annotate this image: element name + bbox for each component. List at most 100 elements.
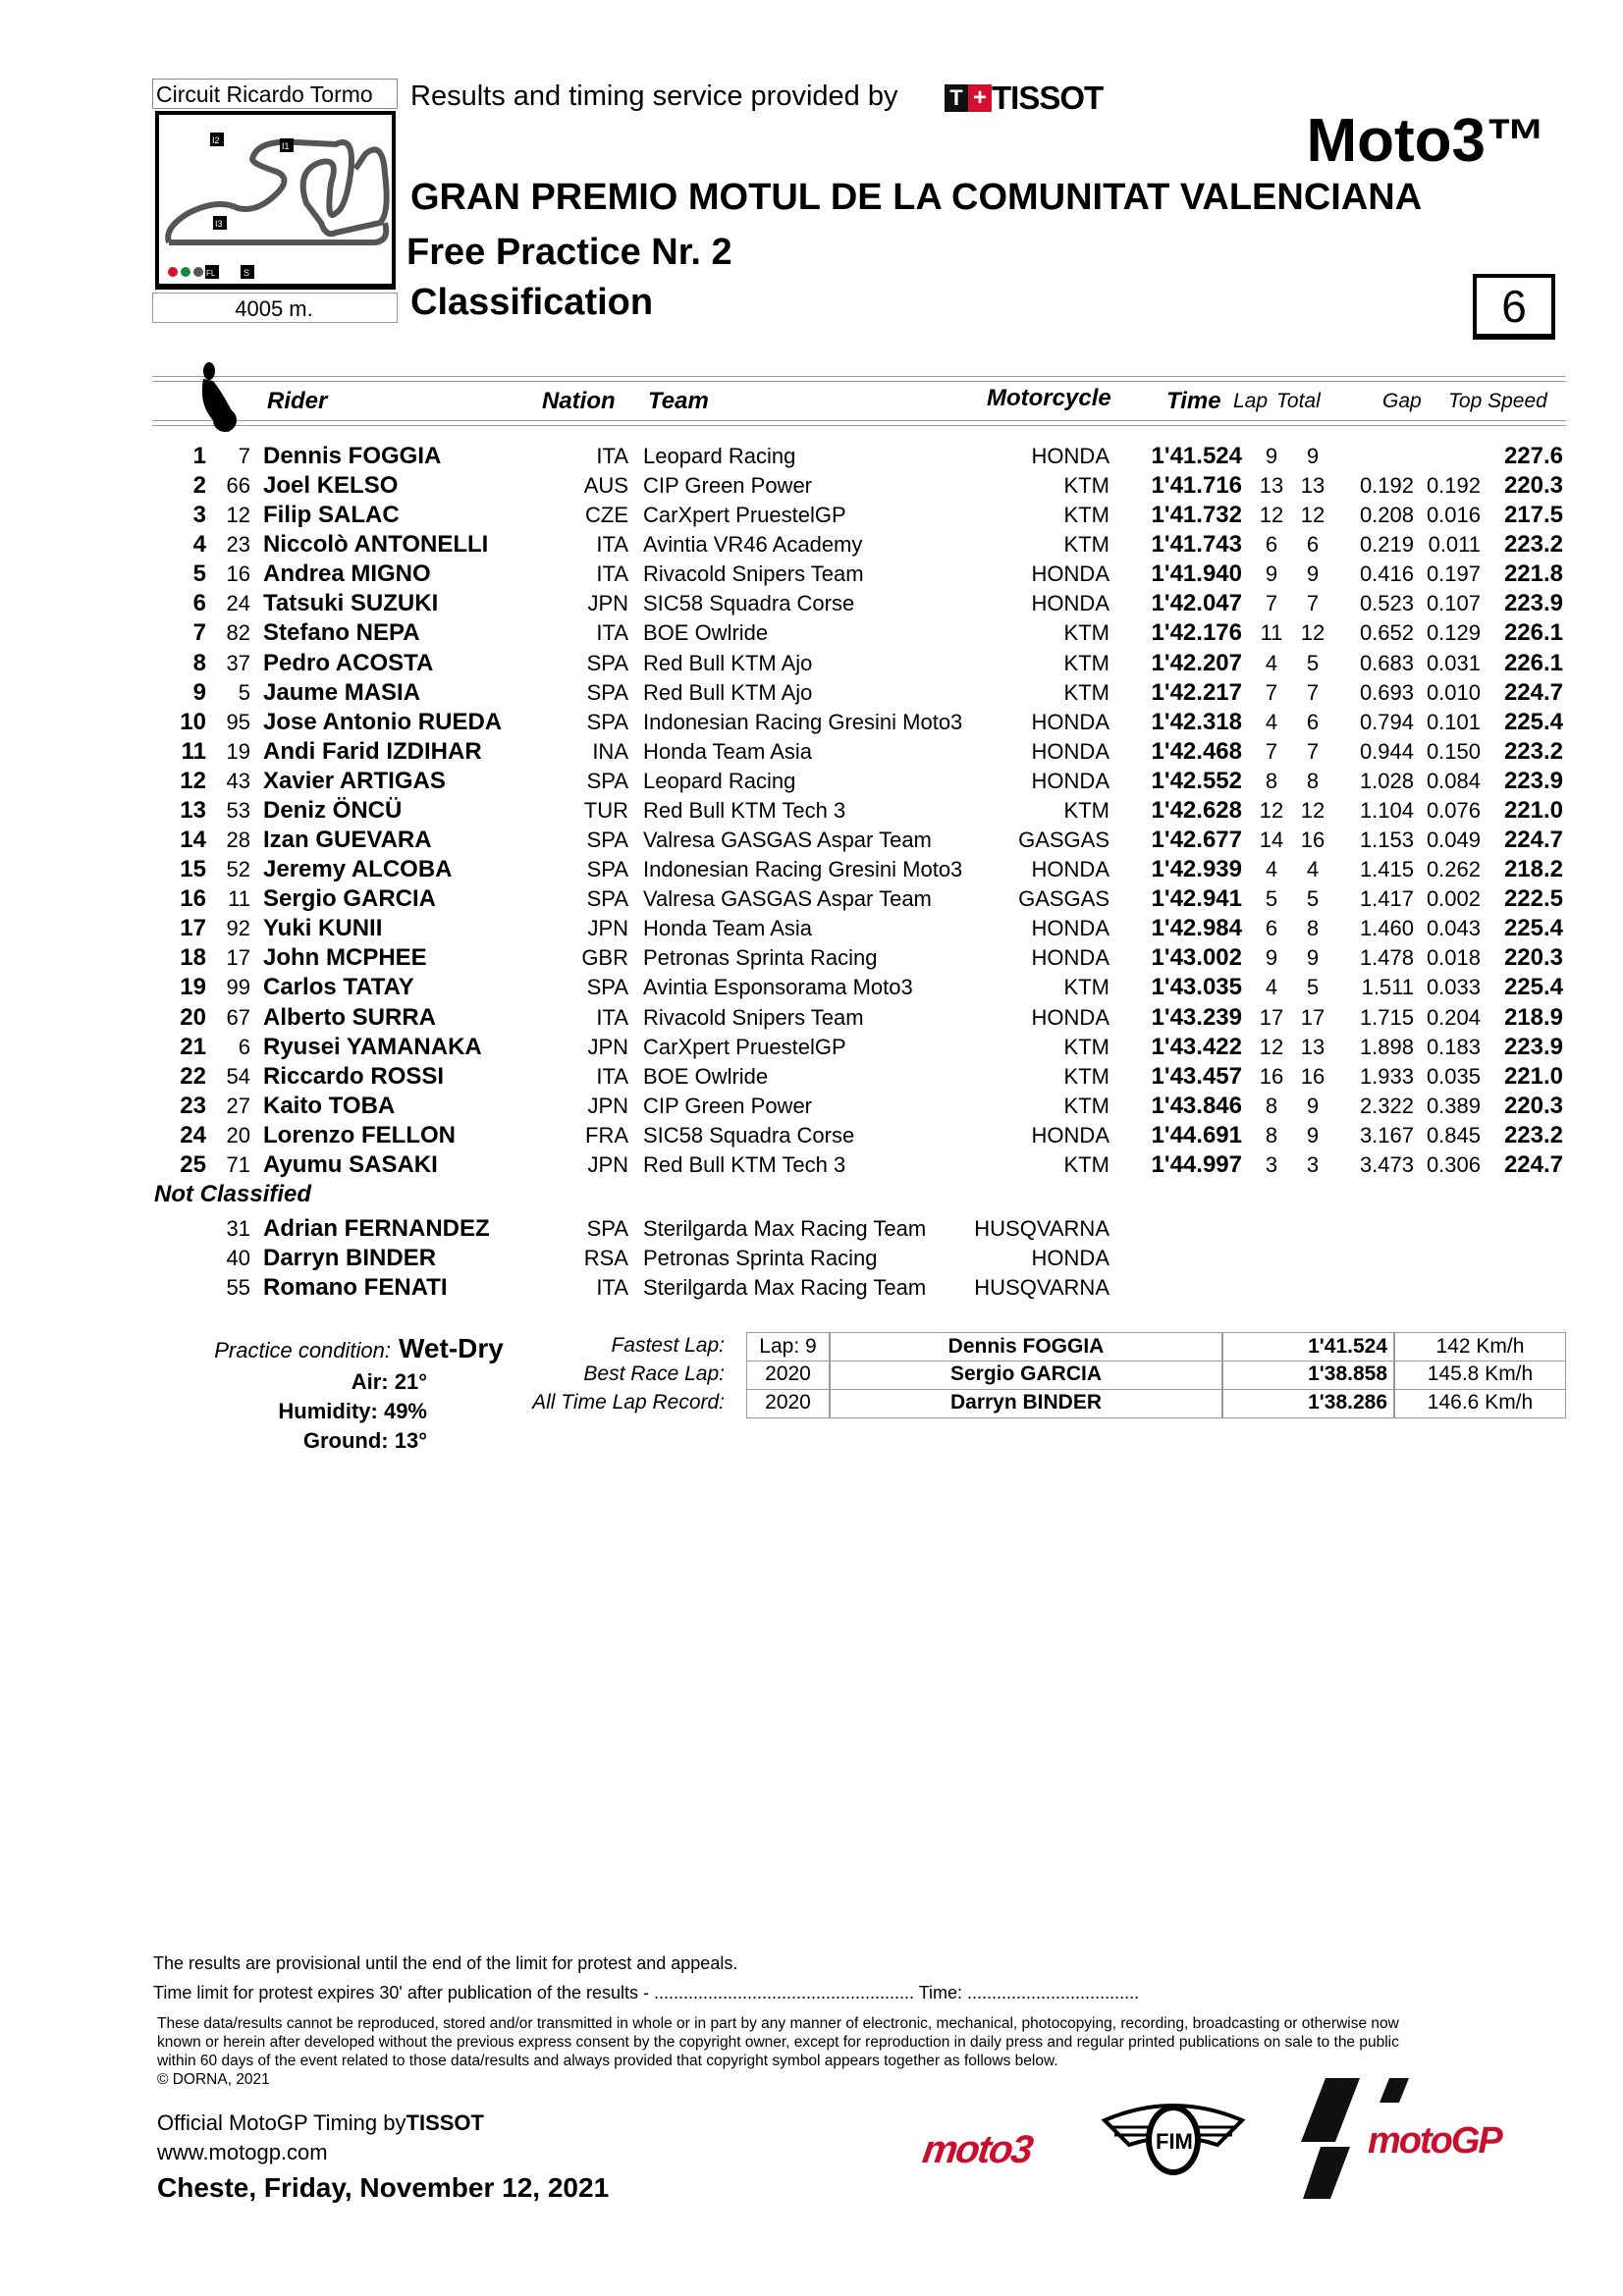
total-laps: 9 [1306, 1122, 1320, 1148]
rider-name: Lorenzo FELLON [263, 1121, 456, 1148]
best-lap: 4 [1265, 709, 1278, 734]
gap-first: 1.898 [1359, 1034, 1414, 1059]
gap-first: 1.478 [1359, 945, 1414, 971]
position: 25 [180, 1150, 206, 1178]
result-row: 14 28 Izan GUEVARA SPA Valresa GASGAS Aspar … [0, 826, 1623, 855]
best-lap: 5 [1265, 886, 1278, 912]
nation: JPN [587, 591, 628, 616]
motorcycle: HONDA [1031, 591, 1109, 616]
rider-number: 82 [226, 620, 250, 646]
top-speed: 220.3 [1503, 1092, 1563, 1119]
motogp-logo-text: motoGP [1368, 2120, 1503, 2162]
rider-number: 24 [226, 591, 250, 616]
top-speed: 220.3 [1503, 944, 1563, 972]
motorcycle: KTM [1063, 503, 1109, 528]
record-lap: Lap: 9 [746, 1332, 830, 1362]
result-row: 12 43 Xavier ARTIGAS SPA Leopard Racing HONDA… [0, 767, 1623, 796]
result-row: 10 95 Jose Antonio RUEDA SPA Indonesian Raci… [0, 708, 1623, 737]
map-label-i1: I1 [282, 141, 290, 151]
top-speed: 221.0 [1503, 796, 1563, 824]
best-time: 1'42.984 [1151, 915, 1242, 942]
team: Honda Team Asia [643, 738, 813, 764]
nation: JPN [587, 1034, 628, 1059]
rider-number: 17 [226, 945, 250, 971]
rider-number: 52 [226, 857, 250, 882]
result-row: 5 16 Andrea MIGNO ITA Rivacold Snipers Team H… [0, 560, 1623, 589]
result-row: 8 37 Pedro ACOSTA SPA Red Bull KTM Ajo KTM 1'4… [0, 649, 1623, 678]
gap-previous: 0.002 [1426, 886, 1481, 912]
team: SIC58 Squadra Corse [643, 1122, 855, 1148]
gap-previous: 0.107 [1426, 591, 1481, 616]
copyright-notice: These data/results cannot be reproduced,… [157, 2014, 1399, 2089]
best-time: 1'44.997 [1151, 1150, 1242, 1178]
gap-first: 0.523 [1359, 591, 1414, 616]
result-row: 17 92 Yuki KUNII JPN Honda Team Asia HONDA 1'4… [0, 914, 1623, 943]
best-time: 1'41.524 [1151, 443, 1242, 469]
best-time: 1'42.628 [1151, 796, 1242, 824]
circuit-map: I2 I1 I3 FL S [155, 111, 396, 290]
best-lap: 17 [1259, 1004, 1284, 1030]
website-link[interactable]: www.motogp.com [157, 2140, 328, 2164]
nation: GBR [581, 945, 628, 971]
nation: JPN [587, 1151, 628, 1177]
position: 22 [180, 1062, 206, 1090]
gap-previous: 0.192 [1426, 473, 1481, 499]
result-row: 9 5 Jaume MASIA SPA Red Bull KTM Ajo KTM 1'42.… [0, 678, 1623, 708]
team: Avintia VR46 Academy [643, 532, 863, 558]
motorcycle: HONDA [1031, 561, 1109, 587]
team: Red Bull KTM Tech 3 [643, 797, 846, 823]
motorcycle: KTM [1063, 1093, 1109, 1118]
motorcycle: GASGAS [1018, 828, 1109, 853]
rider-name: Andrea MIGNO [263, 561, 431, 588]
tissot-logo: T + TISSOT [945, 81, 1104, 116]
rider-name: Yuki KUNII [263, 915, 383, 942]
copyright-line: within 60 days of the event related to t… [157, 2053, 1058, 2069]
rider-number: 37 [226, 650, 250, 675]
position: 4 [192, 531, 206, 559]
gap-first: 2.322 [1359, 1093, 1414, 1118]
top-speed: 223.2 [1503, 737, 1563, 765]
practice-condition-label: Practice condition: [214, 1338, 391, 1362]
nation: ITA [596, 1004, 628, 1030]
circuit-length: 4005 m. [235, 296, 313, 321]
motorcycle: HONDA [1031, 738, 1109, 764]
top-speed: 225.4 [1503, 915, 1563, 942]
page-number: 6 [1501, 281, 1527, 332]
map-label-i3: I3 [215, 219, 223, 229]
top-speed: 221.8 [1503, 561, 1563, 588]
position: 23 [180, 1092, 206, 1119]
rider-name: Darryn BINDER [263, 1245, 437, 1271]
best-lap: 9 [1265, 945, 1278, 971]
best-time: 1'42.047 [1151, 590, 1242, 617]
total-laps: 9 [1306, 1093, 1320, 1118]
rider-number: 71 [226, 1151, 250, 1177]
team: Honda Team Asia [643, 916, 813, 941]
best-lap: 13 [1259, 473, 1284, 499]
total-laps: 6 [1306, 709, 1320, 734]
position: 9 [192, 678, 206, 706]
top-speed: 224.7 [1503, 827, 1563, 854]
total-laps: 7 [1306, 679, 1320, 705]
rider-name: Dennis FOGGIA [263, 443, 442, 469]
header-rule-bottom [152, 420, 1566, 426]
nation: JPN [587, 916, 628, 941]
map-label-fl: FL [206, 269, 216, 278]
rider-number: 66 [226, 473, 250, 499]
track-map-icon: I2 I1 I3 FL S [165, 133, 390, 279]
total-laps: 9 [1306, 945, 1320, 971]
best-time: 1'42.677 [1151, 827, 1242, 854]
circuit-name: Circuit Ricardo Tormo [156, 81, 373, 107]
provisional-notice: The results are provisional until the en… [153, 1953, 738, 1973]
gap-first: 1.511 [1361, 975, 1414, 1000]
gap-previous: 0.262 [1426, 857, 1481, 882]
top-speed: 218.2 [1503, 856, 1563, 883]
result-row: 3 12 Filip SALAC CZE CarXpert PruestelGP KTM 1… [0, 501, 1623, 530]
gap-first: 0.219 [1359, 532, 1414, 558]
team: CarXpert PruestelGP [643, 503, 846, 528]
position: 21 [180, 1033, 206, 1060]
record-label: Fastest Lap: [611, 1334, 725, 1357]
rider-name: Ayumu SASAKI [263, 1150, 438, 1178]
gap-first: 0.208 [1359, 503, 1414, 528]
not-classified-row: 40 Darryn BINDER RSA Petronas Sprinta Racin… [0, 1244, 1623, 1273]
position: 16 [180, 885, 206, 913]
